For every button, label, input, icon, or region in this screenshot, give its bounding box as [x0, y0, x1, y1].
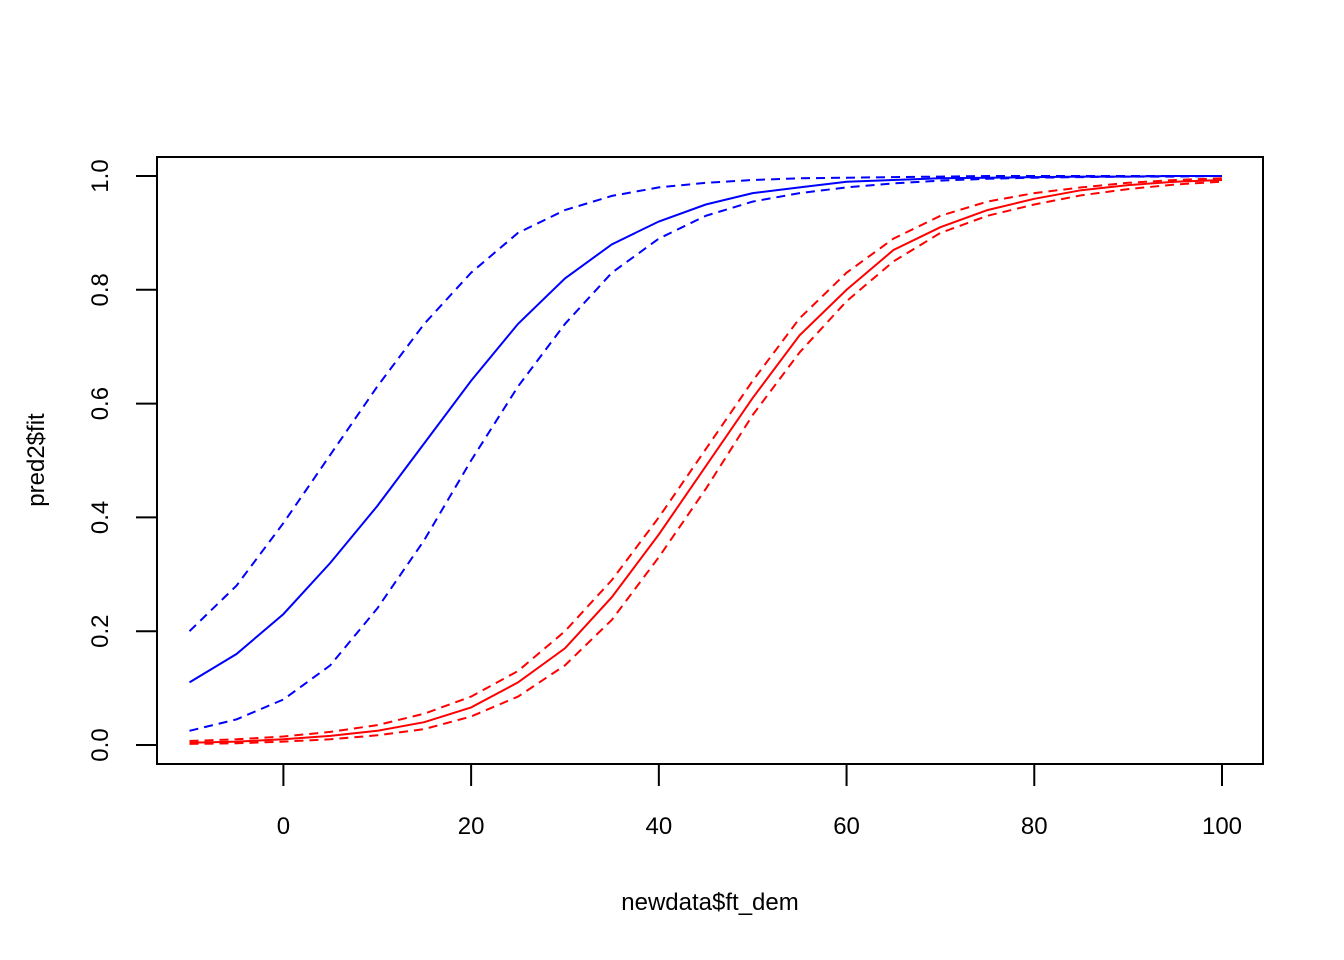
series-line-5	[189, 177, 1223, 742]
x-tick-label: 60	[833, 813, 860, 840]
series-line-3	[189, 175, 1223, 732]
series-lines	[188, 175, 1223, 745]
y-tick-label: 0.0	[87, 728, 114, 761]
y-tick-label: 0.4	[87, 501, 114, 534]
series-line-1	[188, 175, 1222, 684]
y-axis: 0.0 0.2 0.4 0.6 0.8 1.0	[87, 159, 158, 762]
x-tick-label: 100	[1202, 813, 1242, 840]
y-tick-label: 0.8	[87, 273, 114, 306]
x-axis: 0 20 40 60 80 100	[277, 763, 1242, 840]
series-line-2	[188, 175, 1222, 632]
x-axis-title: newdata$ft_dem	[621, 889, 798, 916]
y-tick-label: 0.6	[87, 387, 114, 420]
x-tick-label: 0	[277, 813, 290, 840]
x-tick-label: 40	[645, 813, 672, 840]
series-line-6	[189, 180, 1223, 745]
series-line-4	[189, 179, 1223, 744]
y-tick-label: 0.2	[87, 615, 114, 648]
y-tick-label: 1.0	[87, 159, 114, 192]
y-axis-title: pred2$fit	[23, 413, 50, 507]
x-tick-label: 20	[458, 813, 485, 840]
x-tick-label: 80	[1021, 813, 1048, 840]
